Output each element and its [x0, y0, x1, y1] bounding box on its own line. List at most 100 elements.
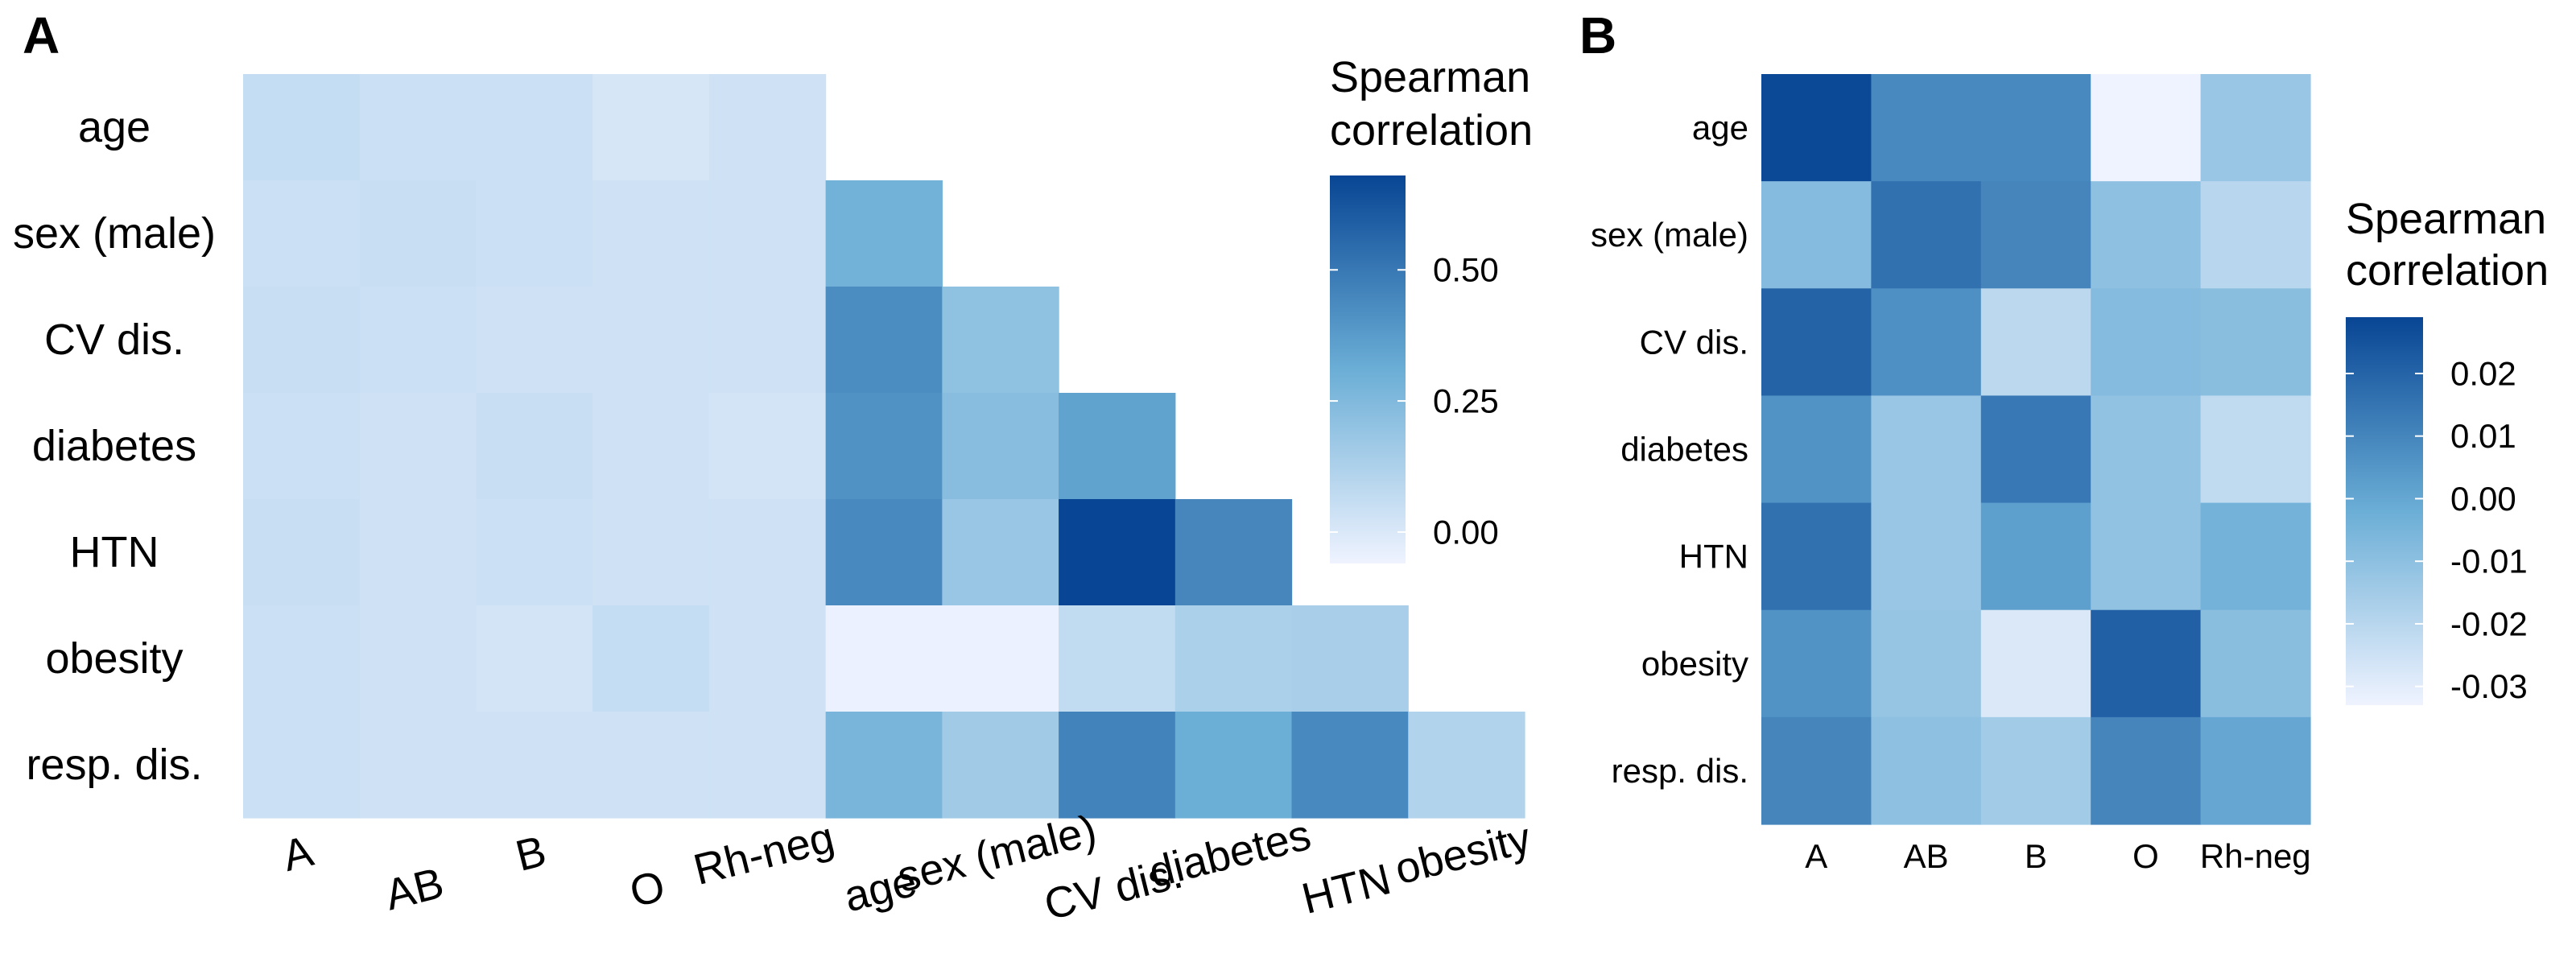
legend-tick-label: 0.00 [2450, 480, 2516, 518]
heatmap-cell [2091, 609, 2202, 718]
heatmap-cell [1059, 605, 1176, 712]
heatmap-cell [1980, 395, 2091, 504]
legend-colorbar [1330, 175, 1406, 564]
heatmap-cell [359, 180, 477, 287]
heatmap-cell [359, 499, 477, 606]
heatmap-cell [2091, 716, 2202, 825]
heatmap-cell [476, 499, 593, 606]
row-label: obesity [1641, 645, 1748, 683]
heatmap-cell [476, 712, 593, 819]
column-label: O [2132, 837, 2159, 875]
heatmap-cell [708, 712, 827, 819]
heatmap-cell [2200, 181, 2311, 289]
row-label: obesity [45, 634, 183, 683]
column-label: AB [381, 859, 448, 920]
heatmap-cell [1174, 499, 1293, 606]
legend-title: correlation [1330, 106, 1533, 155]
heatmap-cell [592, 605, 710, 712]
heatmap-cell [1871, 74, 1982, 182]
row-label: sex (male) [1591, 216, 1748, 254]
column-label: B [511, 827, 551, 881]
heatmap-cell [592, 712, 710, 819]
heatmap-cell [1871, 181, 1982, 289]
heatmap-cell [243, 74, 361, 181]
heatmap-cell [825, 180, 943, 287]
heatmap-cell [359, 287, 477, 394]
heatmap-cell [708, 180, 827, 287]
heatmap-cell [243, 287, 361, 394]
column-label: obesity [1390, 814, 1536, 894]
column-label: B [2025, 837, 2047, 875]
heatmap-cell [708, 605, 827, 712]
heatmap-cell [708, 499, 827, 606]
column-label: A [278, 827, 317, 881]
row-label: CV dis. [1640, 323, 1748, 361]
column-label: diabetes [1145, 811, 1316, 898]
legend-tick-label: -0.02 [2450, 605, 2528, 642]
heatmap-cell [1871, 395, 1982, 504]
heatmap-cell [942, 393, 1059, 500]
heatmap-cell [1761, 395, 1872, 504]
heatmap-cell [1871, 288, 1982, 397]
row-label: resp. dis. [1612, 752, 1748, 790]
heatmap-cell [1980, 74, 2091, 182]
heatmap-cell [243, 499, 361, 606]
heatmap-cell [2200, 716, 2311, 825]
column-label: A [1805, 837, 1827, 875]
panel-a-letter: A [23, 6, 60, 64]
heatmap-cell [825, 712, 943, 819]
heatmap-cell [708, 393, 827, 500]
heatmap-cell [2091, 502, 2202, 611]
heatmap-cell [708, 74, 827, 181]
heatmap-cell [592, 180, 710, 287]
row-label: sex (male) [13, 209, 216, 258]
legend-colorbar [2346, 317, 2423, 705]
heatmap-cell [1291, 605, 1409, 712]
heatmap-cell [1980, 502, 2091, 611]
heatmap-cell [2200, 395, 2311, 504]
heatmap-cell [2200, 288, 2311, 397]
heatmap-cell [1059, 712, 1176, 819]
heatmap-cell [1174, 605, 1293, 712]
heatmap-cell [1761, 288, 1872, 397]
heatmap-cell [2091, 288, 2202, 397]
heatmap-cell [825, 393, 943, 500]
heatmap-cell [476, 393, 593, 500]
row-label: HTN [70, 528, 159, 576]
legend-tick-label: -0.03 [2450, 667, 2528, 705]
heatmap-cell [476, 605, 593, 712]
row-label: HTN [1679, 538, 1748, 576]
legend-tick-label: 0.25 [1433, 382, 1499, 420]
heatmap-cell [592, 74, 710, 181]
heatmap-cell [359, 74, 477, 181]
heatmap-cell [476, 180, 593, 287]
legend-tick-label: 0.50 [1433, 251, 1499, 289]
panel-b-heatmap: age sex (male) CV dis. diabetes HTN obesity re… [1591, 74, 2549, 875]
heatmap-cell [1871, 716, 1982, 825]
heatmap-cell [708, 287, 827, 394]
row-label: age [78, 103, 151, 151]
panel-b-letter: B [1579, 6, 1616, 64]
heatmap-cell [592, 393, 710, 500]
heatmap-cell [243, 605, 361, 712]
heatmap-cell [1761, 716, 1872, 825]
heatmap-cell [2091, 74, 2202, 182]
legend-title: correlation [2346, 246, 2549, 295]
row-label: resp. dis. [26, 741, 202, 789]
heatmap-cell [1980, 288, 2091, 397]
heatmap-cell [1871, 502, 1982, 611]
heatmap-cell [1761, 609, 1872, 718]
heatmap-cell [243, 712, 361, 819]
legend-tick-label: 0.00 [1433, 513, 1499, 551]
column-label: Rh-neg [689, 813, 839, 894]
row-label: diabetes [32, 422, 196, 470]
heatmap-cell [592, 499, 710, 606]
heatmap-cell [476, 287, 593, 394]
column-label: HTN [1297, 855, 1395, 923]
heatmap-cell [1059, 499, 1176, 606]
column-label: AB [1904, 837, 1949, 875]
heatmap-cell [1761, 181, 1872, 289]
heatmap-cell [2091, 395, 2202, 504]
